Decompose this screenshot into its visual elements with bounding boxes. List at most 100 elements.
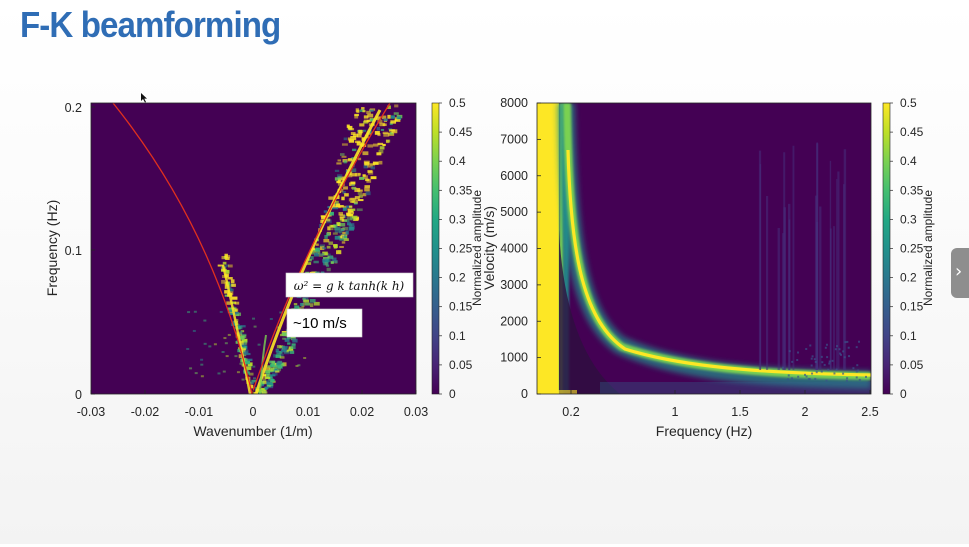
fk-energy-speckle bbox=[348, 198, 355, 202]
fk-energy-speckle bbox=[227, 277, 233, 280]
fk-energy-speckle bbox=[387, 114, 391, 119]
fk-energy-speckle bbox=[367, 113, 374, 118]
fk-energy-speckle bbox=[378, 160, 383, 165]
fk-energy-speckle bbox=[357, 129, 364, 134]
velocity-y-tick-label: 7000 bbox=[500, 132, 528, 146]
fk-energy-speckle bbox=[313, 260, 319, 264]
fk-energy-speckle bbox=[276, 326, 280, 329]
fk-energy-speckle bbox=[365, 191, 371, 196]
fk-energy-speckle bbox=[351, 173, 357, 177]
fk-energy-speckle bbox=[227, 264, 233, 268]
colorbar-tick-label: 0.35 bbox=[449, 183, 473, 197]
chevron-right-icon: › bbox=[955, 261, 963, 282]
fk-energy-core bbox=[221, 264, 252, 394]
velocity-speckle bbox=[828, 360, 831, 363]
speed-annotation: ~10 m/s bbox=[286, 308, 363, 338]
fk-energy-speckle bbox=[291, 343, 296, 346]
fk-energy-speckle bbox=[241, 378, 245, 381]
fk-energy-speckle bbox=[341, 155, 347, 158]
fk-energy-speckle bbox=[292, 338, 298, 343]
fk-energy-speckle bbox=[327, 226, 331, 231]
colorbar-tick-label: 0.05 bbox=[449, 358, 473, 372]
fk-energy-speckle bbox=[235, 312, 242, 316]
fk-energy-speckle bbox=[234, 311, 239, 315]
fk-energy-speckle bbox=[250, 381, 254, 385]
velocity-speckle bbox=[833, 372, 836, 375]
fk-energy-speckle bbox=[359, 123, 365, 127]
velocity-speckle bbox=[805, 348, 808, 351]
velocity-colorbar: 0 0.05 0.1 0.15 0.2 0.25 0.3 0.35 0.4 0.45 0.5 Nor… bbox=[882, 96, 935, 401]
fk-colorbar-ticks: 0 0.05 0.1 0.15 0.2 0.25 0.3 0.35 0.4 0.45 0.5 bbox=[439, 96, 473, 401]
fk-energy-speckle bbox=[311, 248, 318, 252]
fk-energy-speckle bbox=[326, 218, 331, 222]
fk-energy-speckle bbox=[393, 112, 399, 115]
slide-title: F-K beamforming bbox=[20, 4, 281, 45]
fk-energy-speckle bbox=[315, 247, 320, 252]
velocity-speckle bbox=[797, 351, 800, 354]
fk-energy-speckle bbox=[348, 205, 353, 208]
fk-y-tick-label: 0.1 bbox=[65, 244, 82, 258]
velocity-speckle bbox=[835, 345, 838, 348]
velocity-speckle bbox=[858, 340, 861, 343]
fk-energy-speckle bbox=[229, 309, 235, 313]
fk-energy-speckle bbox=[225, 257, 230, 260]
fk-energy-speckle bbox=[377, 142, 384, 146]
fk-energy-speckle bbox=[386, 139, 390, 144]
fk-energy-speckle bbox=[356, 141, 361, 146]
colorbar-tick-label: 0 bbox=[900, 387, 907, 401]
fk-energy-speckle bbox=[217, 264, 224, 267]
fk-energy-speckle bbox=[200, 363, 204, 366]
fk-energy-speckle bbox=[336, 221, 341, 225]
fk-energy-speckle bbox=[383, 118, 388, 122]
fk-energy-speckle bbox=[277, 360, 282, 365]
fk-energy-speckle bbox=[290, 336, 296, 341]
fk-energy-speckle bbox=[223, 337, 227, 340]
fk-energy-speckle bbox=[357, 133, 362, 138]
fk-energy-speckle bbox=[355, 172, 361, 177]
fk-energy-speckle bbox=[272, 365, 278, 369]
fk-energy-speckle bbox=[236, 325, 242, 329]
velocity-speckle bbox=[808, 378, 811, 381]
fk-energy-speckle bbox=[240, 333, 247, 336]
fk-energy-speckle bbox=[390, 120, 397, 124]
fk-energy-speckle bbox=[239, 330, 243, 335]
velocity-speckle bbox=[815, 371, 818, 374]
fk-energy-speckle bbox=[229, 288, 234, 292]
fk-energy-speckle bbox=[287, 342, 291, 345]
fk-energy-speckle bbox=[240, 346, 247, 349]
fk-energy-speckle bbox=[372, 143, 379, 147]
velocity-speckle bbox=[848, 355, 851, 358]
fk-energy-speckle bbox=[194, 372, 198, 375]
fk-energy-speckle bbox=[221, 279, 226, 284]
fk-energy-speckle bbox=[337, 250, 341, 254]
fk-energy-speckle bbox=[302, 297, 309, 301]
velocity-speckle bbox=[803, 373, 806, 376]
next-slide-button[interactable]: › bbox=[951, 248, 969, 298]
fk-energy-speckle bbox=[377, 119, 383, 124]
fk-y-tick-label: 0 bbox=[75, 388, 82, 402]
fk-energy-speckle bbox=[270, 363, 275, 367]
fk-energy-speckle bbox=[242, 341, 248, 345]
fk-energy-speckle bbox=[289, 350, 295, 354]
fk-energy-speckle bbox=[343, 186, 348, 190]
fk-energy-speckle bbox=[231, 283, 236, 287]
velocity-speckle bbox=[796, 358, 799, 361]
velocity-speckle bbox=[858, 378, 861, 381]
fk-colorbar-label: Normalized amplitude bbox=[470, 190, 484, 306]
fk-x-tick-label: 0 bbox=[250, 405, 257, 419]
fk-energy-speckle bbox=[308, 258, 312, 262]
fk-energy-speckle bbox=[323, 210, 328, 213]
fk-energy-speckle bbox=[278, 345, 285, 349]
fk-energy-speckle bbox=[327, 253, 331, 256]
velocity-speckle bbox=[826, 356, 829, 359]
fk-energy-speckle bbox=[363, 164, 369, 169]
velocity-x-axis-label: Frequency (Hz) bbox=[656, 423, 752, 439]
velocity-speckle bbox=[811, 372, 814, 375]
fk-energy-speckle bbox=[252, 317, 256, 320]
fk-energy-speckle bbox=[334, 177, 341, 181]
fk-energy-speckle bbox=[262, 374, 267, 377]
velocity-speckle bbox=[820, 370, 823, 373]
fk-energy-speckle bbox=[279, 356, 285, 359]
fk-energy-speckle bbox=[266, 381, 273, 386]
